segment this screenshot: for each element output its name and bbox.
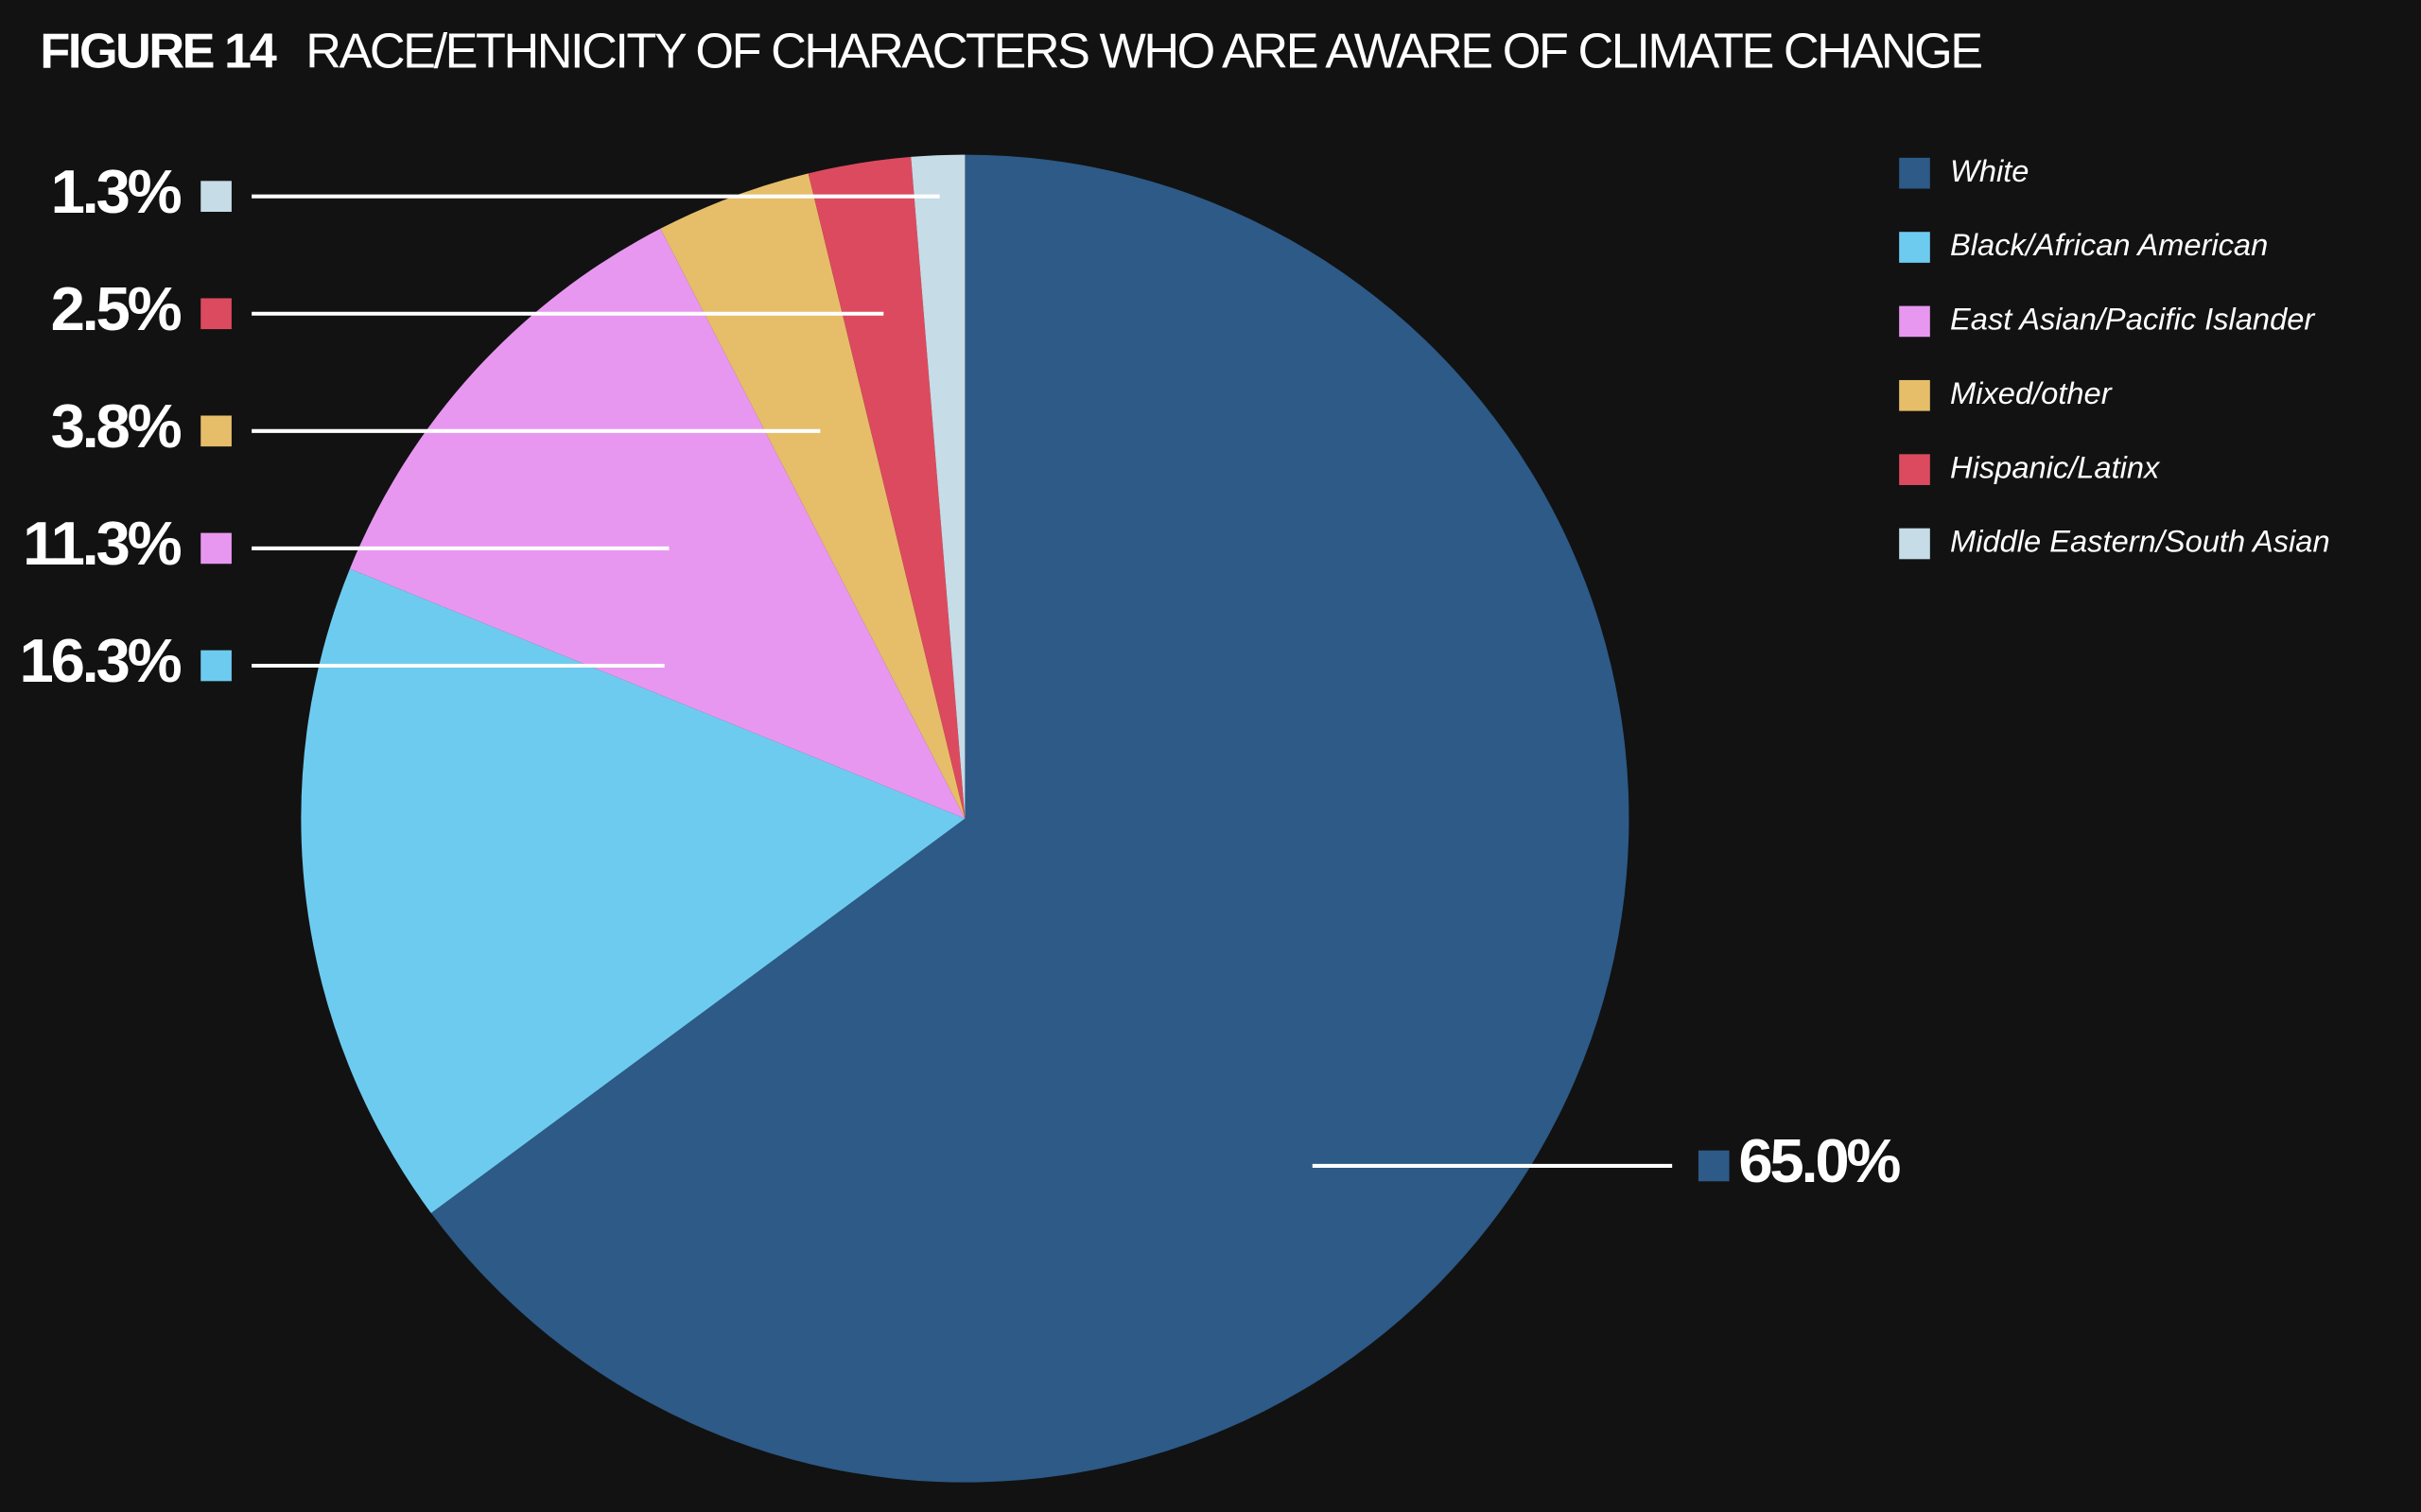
value-label: 1.3% xyxy=(51,157,182,226)
value-label: 11.3% xyxy=(23,509,181,578)
label-swatch xyxy=(200,181,232,212)
pie-slice xyxy=(430,154,1629,1483)
pie-slice xyxy=(808,156,966,819)
figure-label: FIGURE 14 xyxy=(40,24,276,78)
pie-slice xyxy=(349,228,966,819)
pie-slice xyxy=(911,154,966,819)
legend-label: East Asian/Pacific Islander xyxy=(1950,302,2315,337)
pie-slice xyxy=(660,173,966,819)
legend-swatch xyxy=(1899,379,1930,411)
legend-swatch xyxy=(1899,305,1930,338)
legend-swatch xyxy=(1899,528,1930,560)
value-label: 3.8% xyxy=(51,391,182,461)
value-label: 65.0% xyxy=(1738,1126,1900,1195)
legend-label: Middle Eastern/South Asian xyxy=(1950,524,2330,559)
legend-label: Black/African American xyxy=(1950,227,2268,262)
label-swatch xyxy=(200,650,232,682)
pie-slice xyxy=(301,568,966,1213)
label-swatch xyxy=(200,532,232,565)
label-swatch xyxy=(1698,1150,1730,1182)
label-swatch xyxy=(200,415,232,447)
legend-label: White xyxy=(1950,153,2029,188)
legend-swatch xyxy=(1899,454,1930,485)
legend-swatch xyxy=(1899,232,1930,263)
value-label: 2.5% xyxy=(51,274,182,343)
legend-label: Hispanic/Latinx xyxy=(1950,449,2161,484)
legend-swatch xyxy=(1899,157,1930,189)
label-swatch xyxy=(200,298,232,330)
value-label: 16.3% xyxy=(20,626,182,695)
chart-title: RACE/ETHNICITY OF CHARACTERS WHO ARE AWA… xyxy=(305,24,1981,78)
legend-label: Mixed/other xyxy=(1950,375,2113,410)
